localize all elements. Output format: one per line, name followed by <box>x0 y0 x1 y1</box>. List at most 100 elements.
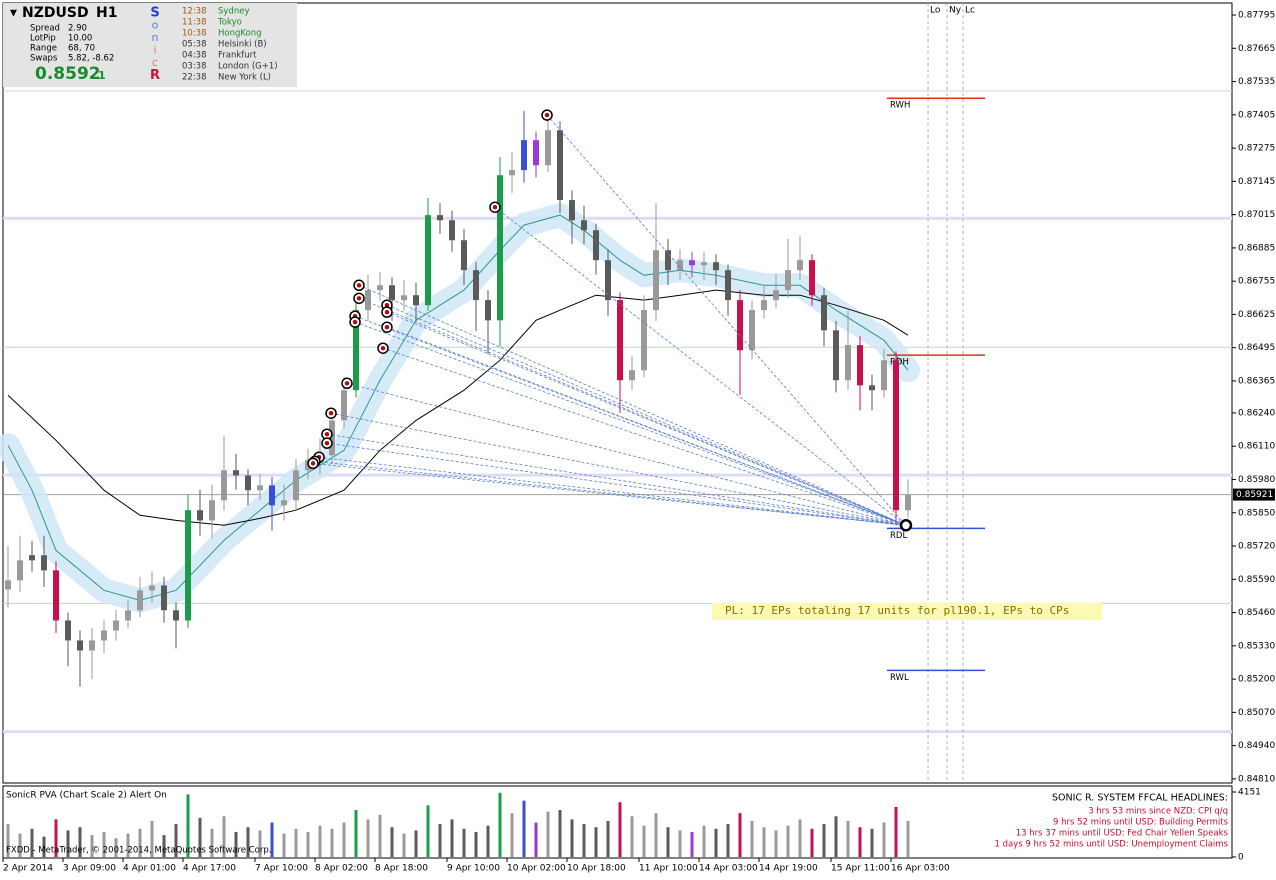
candle-body <box>869 385 875 391</box>
signal-core <box>356 283 362 288</box>
candle-body <box>773 290 779 301</box>
signal-line <box>386 326 907 526</box>
signal-line <box>382 347 907 526</box>
candle-body <box>293 470 299 501</box>
volume-bar <box>810 828 814 857</box>
signal-line <box>386 311 907 526</box>
volume-bar <box>894 806 898 857</box>
info-panel <box>3 3 297 87</box>
volume-bar <box>438 824 442 857</box>
volume-bar <box>798 819 802 857</box>
volume-bar <box>558 810 562 857</box>
signal-line <box>318 456 907 526</box>
annotation-box <box>712 603 1102 620</box>
x-tick-label: 10 Apr 02:00 <box>507 864 566 874</box>
session-label: Lc <box>965 6 975 16</box>
y-tick-label: 0.85200 <box>1238 675 1275 685</box>
signal-target <box>899 519 913 532</box>
y-tick-label: 0.86625 <box>1238 310 1275 320</box>
signal-line <box>386 304 907 526</box>
candle-body <box>341 390 347 421</box>
sonic-letter: o <box>152 19 159 32</box>
signal-core <box>328 411 334 416</box>
candle-body <box>233 470 239 476</box>
ma-line <box>7 289 909 526</box>
volume-bar <box>258 830 262 857</box>
signal-line <box>358 284 907 526</box>
x-tick-label: 4 Apr 17:00 <box>183 864 236 874</box>
volume-bar <box>582 824 586 857</box>
volume-bar <box>750 820 754 857</box>
y-tick-label: 0.86885 <box>1238 243 1275 253</box>
annotation: PL: 17 EPs totaling 17 units for pl190.1… <box>725 604 1069 617</box>
candle-body <box>413 295 419 306</box>
candle-body <box>905 494 911 511</box>
info-key: Swaps <box>30 54 58 64</box>
volume-bar <box>846 820 850 857</box>
sonic-letter: n <box>152 31 159 44</box>
candle-body <box>725 270 731 301</box>
info-value: 10.00 <box>68 34 92 44</box>
volume-bar <box>462 828 466 857</box>
clock-time: 05:38 <box>182 40 207 50</box>
info-key: Spread <box>30 24 60 34</box>
volume-bar <box>318 825 322 857</box>
volume-bar <box>198 817 202 857</box>
signal-line <box>358 297 907 526</box>
signal-line <box>346 382 907 526</box>
signal-core <box>492 205 498 210</box>
candle-body <box>29 555 35 561</box>
panel-price-digit: 1 <box>98 69 106 82</box>
candle-body <box>473 270 479 301</box>
x-tick-label: 9 Apr 10:00 <box>447 864 500 874</box>
volume-bar <box>306 831 310 857</box>
volume-bar <box>342 822 346 857</box>
candle-body <box>845 345 851 381</box>
y-tick-label: 0.86240 <box>1238 408 1275 418</box>
candle-body <box>461 240 467 271</box>
candle-body <box>761 300 767 311</box>
volume-bar <box>834 816 838 857</box>
candle-body <box>389 285 395 301</box>
volume-bar <box>474 831 478 857</box>
volume-bar <box>726 824 730 857</box>
sonic-letter: R <box>150 68 160 83</box>
info-value: 5.82, -8.62 <box>68 54 114 64</box>
y-tick-label: 0.85980 <box>1238 475 1275 485</box>
info-value: 2.90 <box>68 24 87 34</box>
clock-city: New York (L) <box>218 73 271 83</box>
candle-body <box>125 610 131 621</box>
info-key: LotPip <box>30 34 56 44</box>
headline: 3 hrs 53 mins since NZD: CPI q/q <box>1088 807 1228 817</box>
volume-bar <box>138 828 142 857</box>
clock-time: 10:38 <box>182 29 207 39</box>
candle-body <box>89 640 95 651</box>
volume-bar <box>294 828 298 857</box>
y-tick-label: 0.87535 <box>1238 77 1275 87</box>
candle-body <box>821 295 827 331</box>
candle-body <box>365 290 371 311</box>
volume-bar <box>366 819 370 857</box>
x-tick-label: 15 Apr 11:00 <box>831 864 890 874</box>
candle-body <box>593 230 599 261</box>
sonic-letter: S <box>150 6 159 21</box>
candle-body <box>581 220 587 231</box>
volume-bar <box>162 835 166 857</box>
y-tick-label: 0.86755 <box>1238 277 1275 287</box>
volume-bar <box>390 827 394 857</box>
candle-body <box>221 470 227 501</box>
candle-body <box>185 510 191 621</box>
volume-bar <box>354 810 358 857</box>
volume-bar <box>414 830 418 857</box>
sonic-letter: c <box>152 56 158 69</box>
volume-bar <box>426 805 430 857</box>
timeframe: H1 <box>96 5 117 21</box>
candle-body <box>437 215 443 221</box>
x-tick-label: 8 Apr 02:00 <box>315 864 368 874</box>
signal-core <box>384 303 390 308</box>
candle-body <box>497 175 503 321</box>
clock-city: London (G+1) <box>218 62 278 72</box>
candle-body <box>521 140 527 171</box>
volume-bar <box>126 833 130 857</box>
